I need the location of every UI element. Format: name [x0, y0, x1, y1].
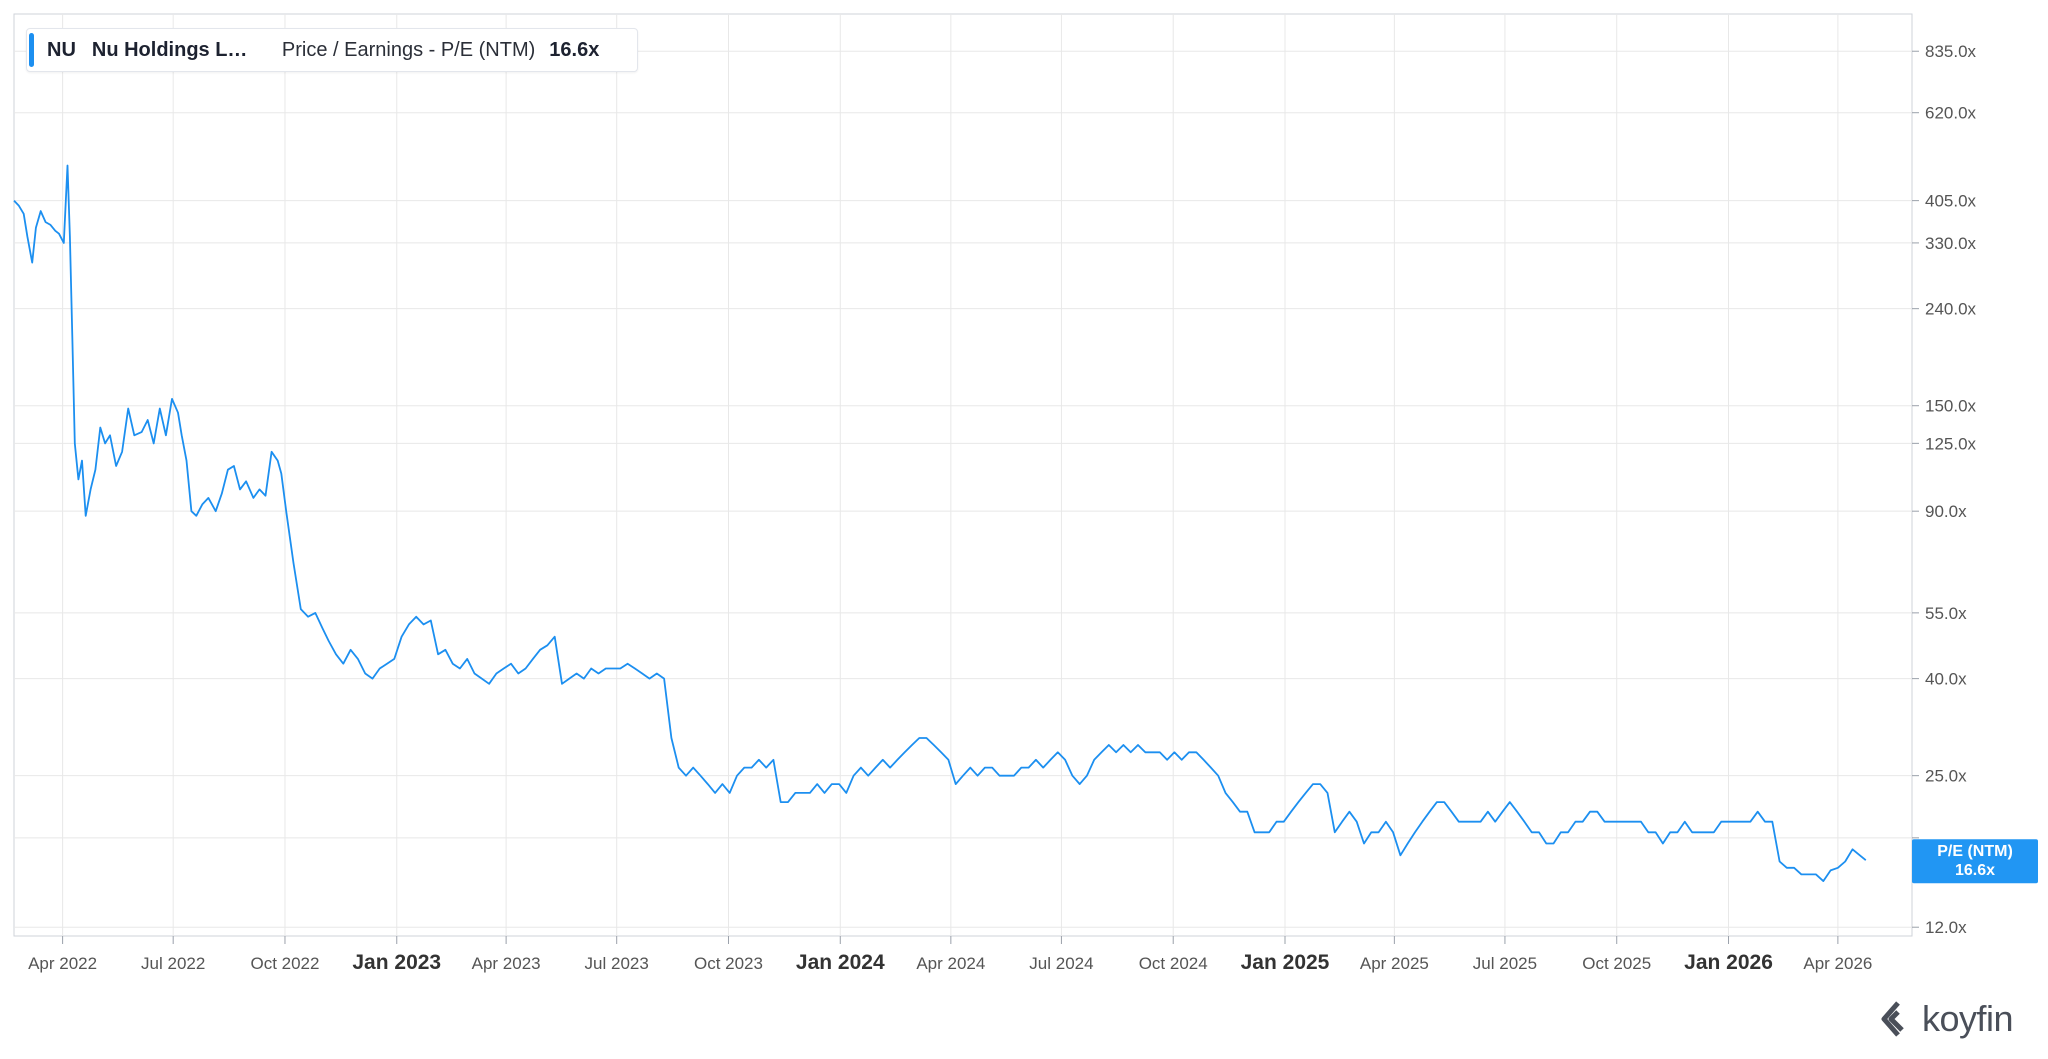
x-tick-label: Apr 2024	[916, 954, 985, 973]
x-tick-label: Oct 2025	[1582, 954, 1651, 973]
x-tick-label: Apr 2025	[1360, 954, 1429, 973]
x-tick-label: Oct 2022	[250, 954, 319, 973]
koyfin-logo: koyfin	[1878, 998, 2014, 1040]
koyfin-logo-text: koyfin	[1922, 998, 2014, 1039]
y-tick-label: 125.0x	[1925, 434, 1977, 453]
x-tick-label: Jul 2023	[585, 954, 649, 973]
y-axis-ticks: 835.0x 620.0x 405.0x 330.0x 240.0x 150.0x 125.…	[1912, 42, 1977, 937]
legend-value: 16.6x	[549, 38, 600, 61]
y-tick-label: 55.0x	[1925, 604, 1967, 623]
x-tick-label: Jul 2022	[141, 954, 205, 973]
x-tick-label: Jan 2026	[1684, 951, 1773, 974]
x-tick-label: Jan 2024	[796, 951, 885, 974]
y-tick-label: 240.0x	[1925, 300, 1977, 319]
y-tick-label: 25.0x	[1925, 767, 1967, 786]
x-tick-label: Jul 2024	[1029, 954, 1093, 973]
x-tick-label: Jul 2025	[1473, 954, 1537, 973]
x-axis-ticks: Apr 2022 Jul 2022 Oct 2022 Jan 2023 Apr 2023…	[28, 936, 1872, 974]
y-tick-label: 405.0x	[1925, 192, 1977, 211]
series-group	[13, 164, 1867, 882]
y-tick-label: 835.0x	[1925, 42, 1977, 61]
value-tag-value: 16.6x	[1955, 862, 1995, 879]
y-tick-label: 150.0x	[1925, 397, 1977, 416]
x-tick-label: Apr 2023	[472, 954, 541, 973]
legend-ticker: NU	[47, 38, 76, 61]
y-tick-label: 330.0x	[1925, 234, 1977, 253]
x-tick-label: Apr 2022	[28, 954, 97, 973]
x-tick-label: Oct 2023	[694, 954, 763, 973]
x-tick-label: Apr 2026	[1803, 954, 1872, 973]
value-tag-label: P/E (NTM)	[1937, 843, 2013, 860]
x-gridlines	[62, 14, 1839, 936]
x-tick-label: Jan 2023	[352, 951, 441, 974]
legend-metric: Price / Earnings - P/E (NTM)	[281, 38, 536, 61]
x-tick-label: Jan 2025	[1241, 951, 1330, 974]
current-value-tag: P/E (NTM) 16.6x	[1912, 839, 2038, 884]
y-tick-label: 12.0x	[1925, 918, 1967, 937]
legend-company-name: Nu Holdings L…	[91, 38, 248, 61]
koyfin-logo-icon	[1881, 1001, 1904, 1037]
pe-ntm-series-line	[13, 164, 1867, 882]
plot-frame	[13, 13, 1913, 937]
y-gridlines	[14, 50, 1912, 928]
value-tag-background	[1912, 839, 2038, 884]
y-tick-label: 40.0x	[1925, 670, 1967, 689]
y-tick-label: 620.0x	[1925, 104, 1977, 123]
y-tick-label: 90.0x	[1925, 502, 1967, 521]
x-tick-label: Oct 2024	[1139, 954, 1208, 973]
legend-color-marker	[29, 33, 34, 67]
series-legend[interactable]: NU Nu Holdings L… Price / Earnings - P/E…	[26, 28, 638, 72]
